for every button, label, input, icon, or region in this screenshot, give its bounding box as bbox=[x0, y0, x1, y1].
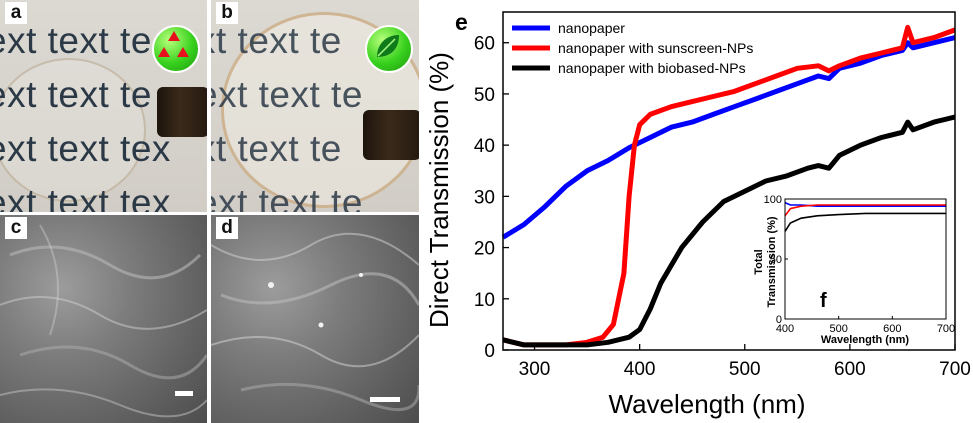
text-line: ext text te bbox=[0, 74, 152, 115]
panel-label-f: f bbox=[820, 290, 827, 312]
x-tick-label: 700 bbox=[939, 359, 971, 380]
series-line-3 bbox=[502, 114, 956, 348]
legend-label: nanopaper bbox=[558, 20, 625, 36]
panel-label-c: c bbox=[5, 217, 27, 239]
sem-panel-d: d bbox=[211, 215, 419, 423]
inset-series-line-1 bbox=[784, 201, 946, 207]
series-line-2 bbox=[502, 24, 956, 348]
series-line-1 bbox=[501, 35, 956, 240]
legend-label: nanopaper with sunscreen-NPs bbox=[558, 40, 753, 56]
panel-label-e: e bbox=[455, 9, 468, 35]
nanopaper-disc bbox=[0, 58, 146, 202]
y-tick-label: 20 bbox=[474, 239, 495, 260]
panel-label-a: a bbox=[5, 2, 27, 24]
photo-panel-b: xt text te ext text te xt text te ext te… bbox=[211, 0, 419, 212]
inset-y-tick-label: 100 bbox=[764, 194, 782, 206]
sem-panel-c: c bbox=[0, 215, 207, 423]
inset-x-tick-label: 400 bbox=[776, 323, 794, 335]
y-tick-label: 40 bbox=[474, 136, 495, 157]
x-tick-label: 500 bbox=[729, 359, 761, 380]
inset-series-line-2 bbox=[784, 204, 946, 217]
legend: nanopaper nanopaper with sunscreen-NPs nan… bbox=[512, 20, 753, 76]
x-axis-label: Wavelength (nm) bbox=[609, 389, 806, 419]
inset-x-tick-label: 600 bbox=[883, 323, 901, 335]
text-line: xt text te bbox=[211, 128, 342, 169]
tweezer-tip bbox=[157, 87, 207, 137]
inset-chart-f: 400 500 600 700 0 50 100 Wavelength (nm) Total… bbox=[753, 194, 955, 346]
text-line: ext text te bbox=[211, 74, 363, 115]
legend-label: nanopaper with biobased-NPs bbox=[558, 60, 746, 76]
y-axis-label: Direct Transmission (%) bbox=[424, 52, 454, 328]
scale-bar bbox=[175, 391, 193, 396]
scale-bar bbox=[370, 397, 400, 402]
x-tick-label: 300 bbox=[519, 359, 551, 380]
text-line: xt text te bbox=[211, 20, 342, 61]
panel-label-b: b bbox=[216, 2, 238, 24]
sem-texture bbox=[211, 232, 419, 412]
x-tick-label: 400 bbox=[624, 359, 656, 380]
inset-x-tick-label: 700 bbox=[937, 323, 955, 335]
inset-y-axis-label: TotalTransmission (%) bbox=[753, 216, 778, 307]
panel-label-d: d bbox=[216, 217, 238, 239]
text-line: ext text te bbox=[0, 20, 152, 61]
sem-texture bbox=[0, 224, 207, 418]
y-tick-label: 0 bbox=[484, 341, 495, 362]
inset-y-tick-label: 50 bbox=[770, 254, 782, 266]
photo-panel-a: ext text te ext text te ext text tex ext… bbox=[0, 0, 207, 212]
y-tick-label: 50 bbox=[474, 85, 495, 106]
plot-frame bbox=[502, 11, 956, 351]
y-tick-label: 60 bbox=[474, 34, 495, 55]
y-tick-label: 30 bbox=[474, 187, 495, 208]
inset-x-axis-label: Wavelength (nm) bbox=[821, 334, 910, 346]
text-line: ext text tex bbox=[0, 128, 171, 169]
sunscreen-np-badge-icon bbox=[152, 25, 200, 73]
inset-x-tick-label: 500 bbox=[829, 323, 847, 335]
biobased-np-leaf-icon bbox=[365, 25, 413, 73]
text-line: ext text te bbox=[211, 182, 363, 212]
text-line: ext text tex bbox=[0, 182, 171, 212]
x-tick-label: 600 bbox=[834, 359, 866, 380]
inset-y-tick-label: 0 bbox=[776, 314, 782, 326]
tweezer-tip bbox=[363, 110, 419, 160]
inset-series-line-3 bbox=[784, 212, 946, 232]
y-tick-label: 10 bbox=[474, 290, 495, 311]
